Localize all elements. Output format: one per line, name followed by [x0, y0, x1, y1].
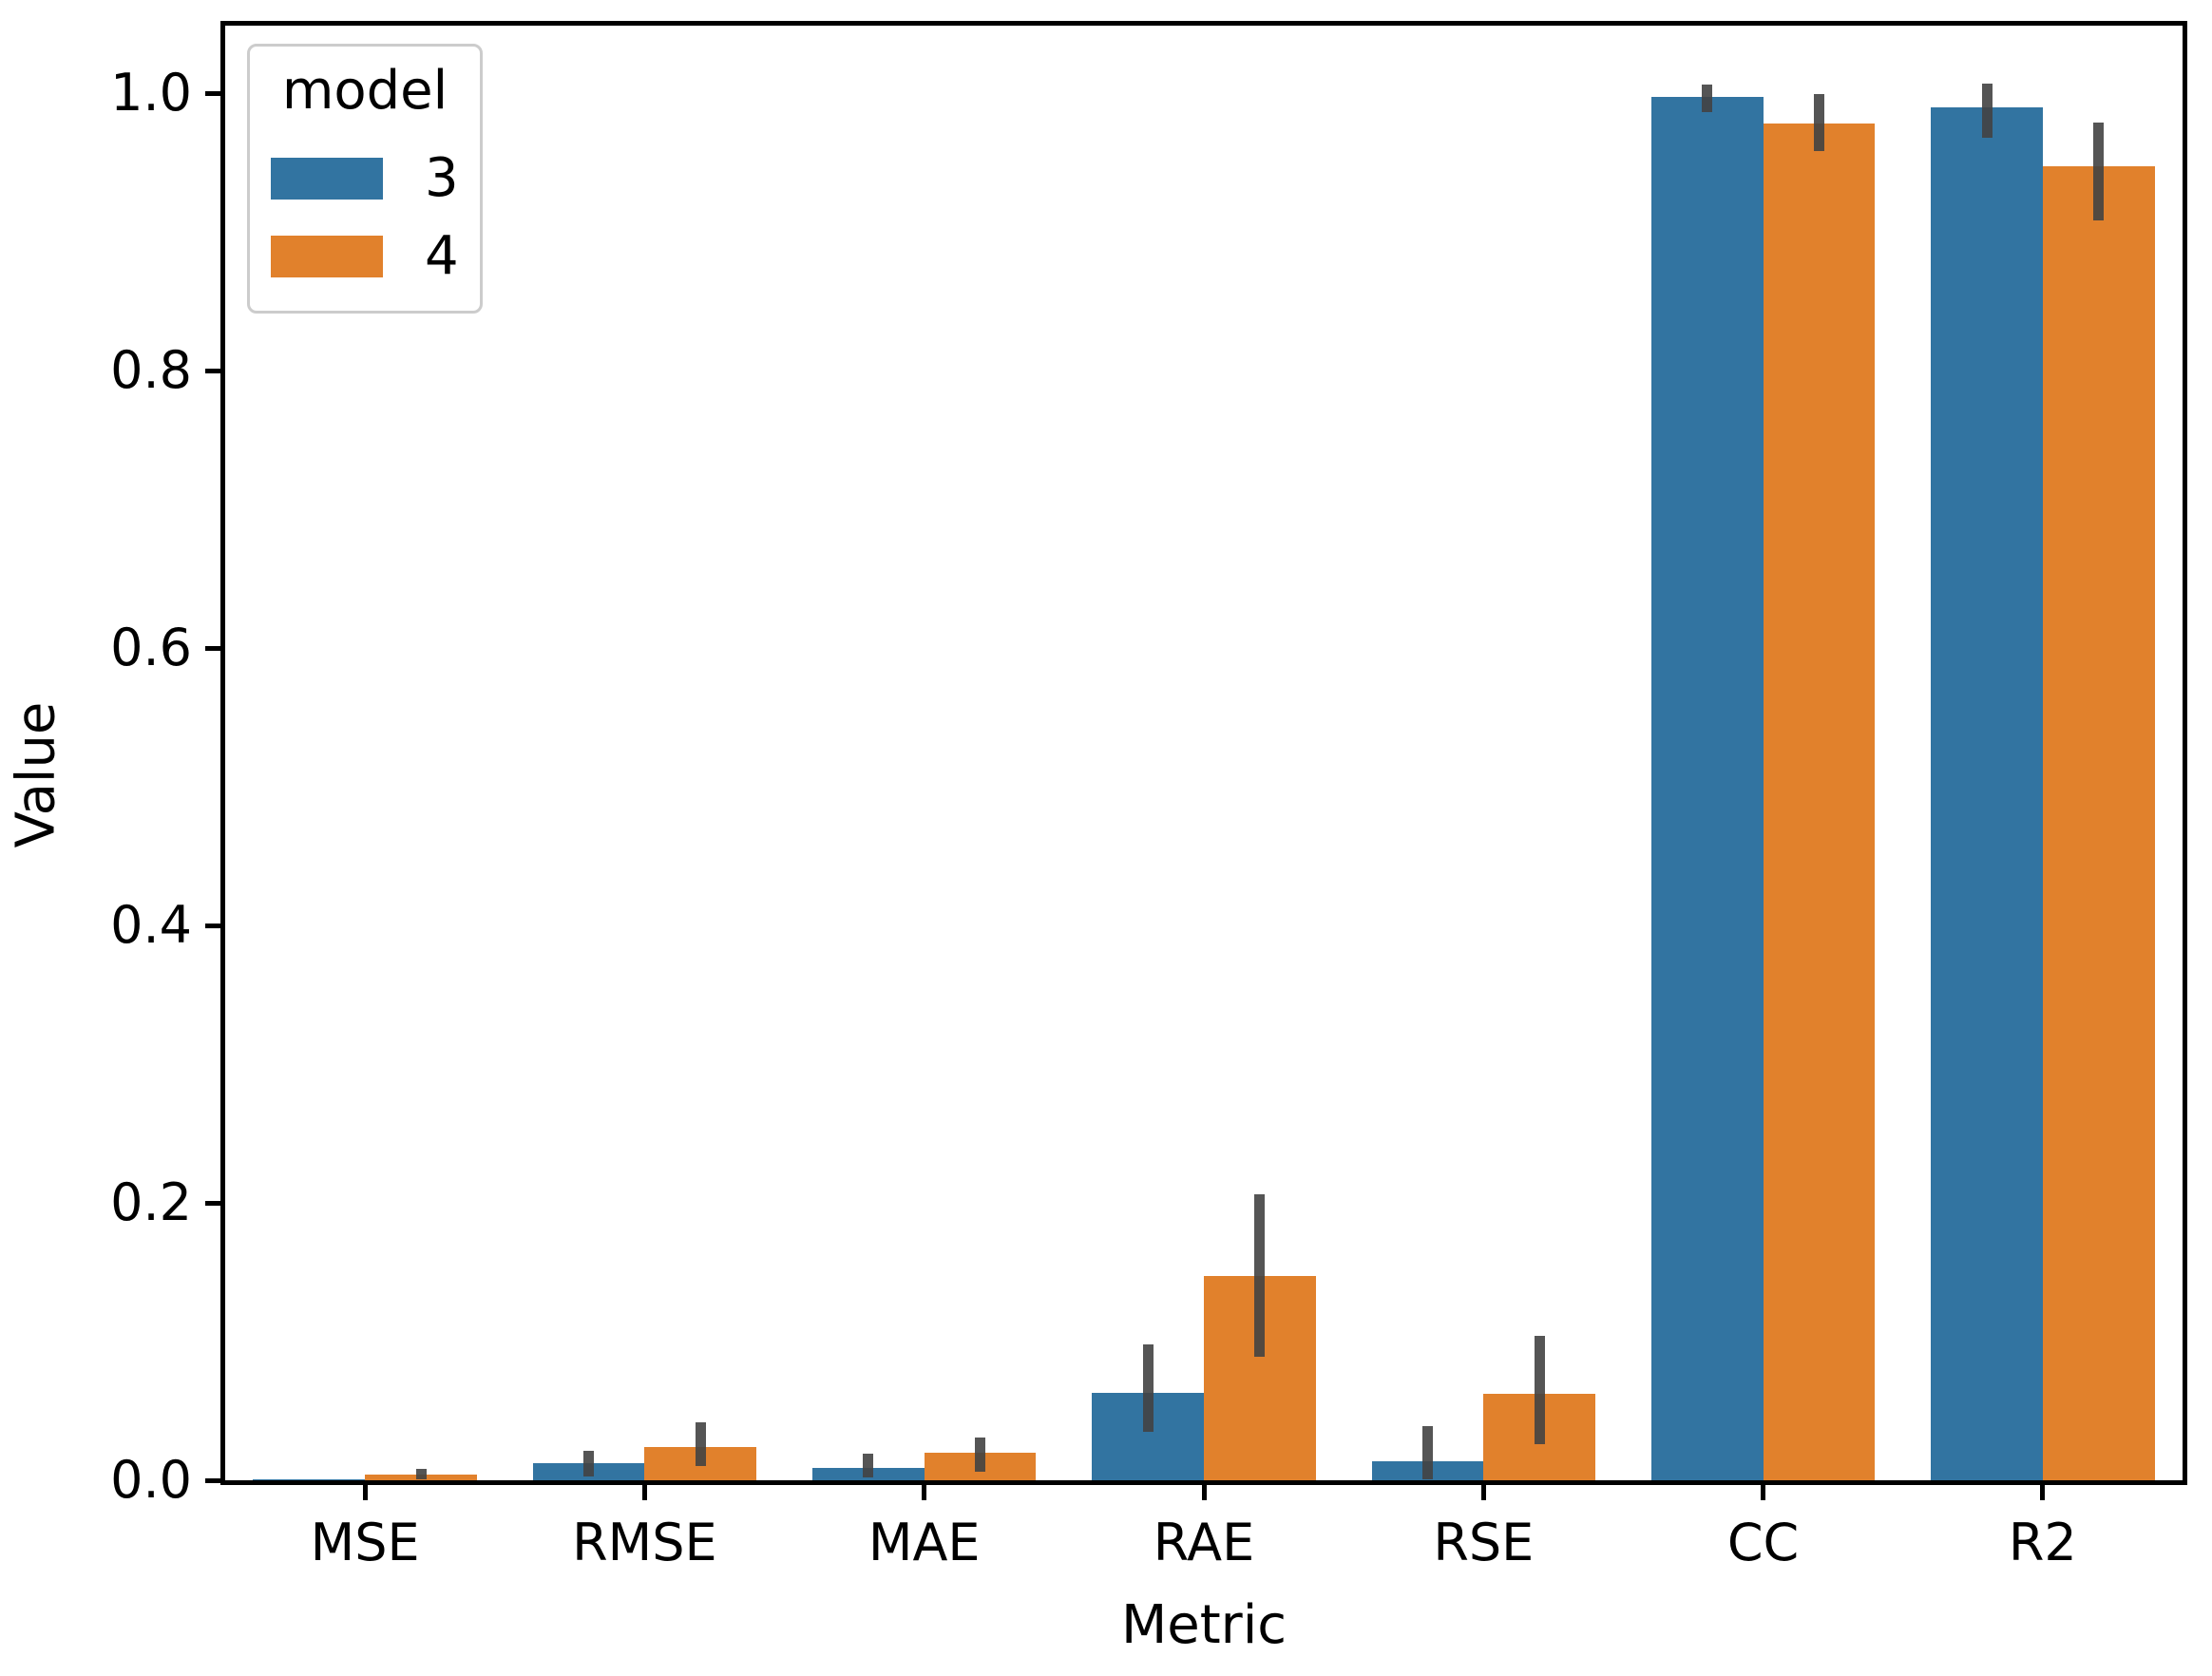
x-tick-label-MAE: MAE — [868, 1513, 981, 1572]
y-axis-label: Value — [5, 701, 67, 848]
x-tick-RAE — [1201, 1485, 1207, 1500]
y-tick-0.0 — [205, 1477, 220, 1483]
bar-R2-model-3 — [1931, 106, 2043, 1480]
x-tick-label-CC: CC — [1726, 1513, 1800, 1572]
y-tick-0.2 — [205, 1200, 220, 1206]
x-tick-label-RAE: RAE — [1153, 1513, 1255, 1572]
error-bar-RMSE-model-4 — [695, 1421, 706, 1467]
legend-swatch-model-3 — [271, 158, 383, 200]
error-bar-R2-model-4 — [2093, 122, 2105, 221]
x-tick-RSE — [1480, 1485, 1486, 1500]
error-bar-RSE-model-4 — [1534, 1336, 1545, 1445]
y-tick-label-1.0: 1.0 — [110, 63, 192, 123]
y-tick-label-0.4: 0.4 — [110, 895, 192, 955]
legend-entry-label: 3 — [425, 147, 459, 209]
x-tick-MAE — [922, 1485, 927, 1500]
x-axis-label: Metric — [1120, 1594, 1287, 1656]
bar-CC-model-3 — [1650, 97, 1764, 1480]
x-tick-label-RSE: RSE — [1433, 1513, 1535, 1572]
y-tick-label-0.6: 0.6 — [110, 618, 192, 677]
y-tick-0.8 — [205, 368, 220, 373]
error-bar-CC-model-4 — [1813, 94, 1824, 152]
y-tick-0.4 — [205, 923, 220, 928]
y-tick-0.6 — [205, 645, 220, 651]
legend-entry-label: 4 — [425, 225, 459, 287]
legend: model 3 4 — [247, 44, 483, 314]
error-bar-RMSE-model-3 — [583, 1451, 595, 1476]
legend-title: model — [281, 60, 448, 122]
error-bar-RAE-model-3 — [1142, 1343, 1154, 1432]
error-bar-MAE-model-4 — [975, 1437, 986, 1473]
error-bar-R2-model-3 — [1981, 83, 1993, 138]
error-bar-MAE-model-3 — [863, 1454, 874, 1478]
plot-inner — [225, 26, 2183, 1480]
x-tick-MSE — [362, 1485, 368, 1500]
x-tick-label-RMSE: RMSE — [572, 1513, 717, 1572]
plot-area — [220, 21, 2187, 1485]
x-tick-R2 — [2040, 1485, 2046, 1500]
y-tick-label-0.0: 0.0 — [110, 1450, 192, 1510]
y-tick-label-0.2: 0.2 — [110, 1172, 192, 1232]
legend-entry: 4 — [271, 225, 480, 287]
error-bar-RAE-model-4 — [1254, 1194, 1266, 1358]
error-bar-RSE-model-3 — [1421, 1426, 1433, 1479]
legend-entry: 3 — [271, 147, 480, 209]
x-tick-label-MSE: MSE — [310, 1513, 420, 1572]
y-tick-label-0.8: 0.8 — [110, 340, 192, 400]
x-tick-label-R2: R2 — [2008, 1513, 2077, 1572]
error-bar-CC-model-3 — [1702, 85, 1713, 113]
legend-swatch-model-4 — [271, 236, 383, 277]
error-bar-MSE-model-4 — [415, 1469, 427, 1479]
bar-R2-model-4 — [2042, 166, 2155, 1480]
y-tick-1.0 — [205, 90, 220, 96]
x-tick-CC — [1761, 1485, 1766, 1500]
x-tick-RMSE — [641, 1485, 647, 1500]
bar-CC-model-4 — [1763, 124, 1876, 1480]
bar-MSE-model-3 — [253, 1479, 366, 1480]
